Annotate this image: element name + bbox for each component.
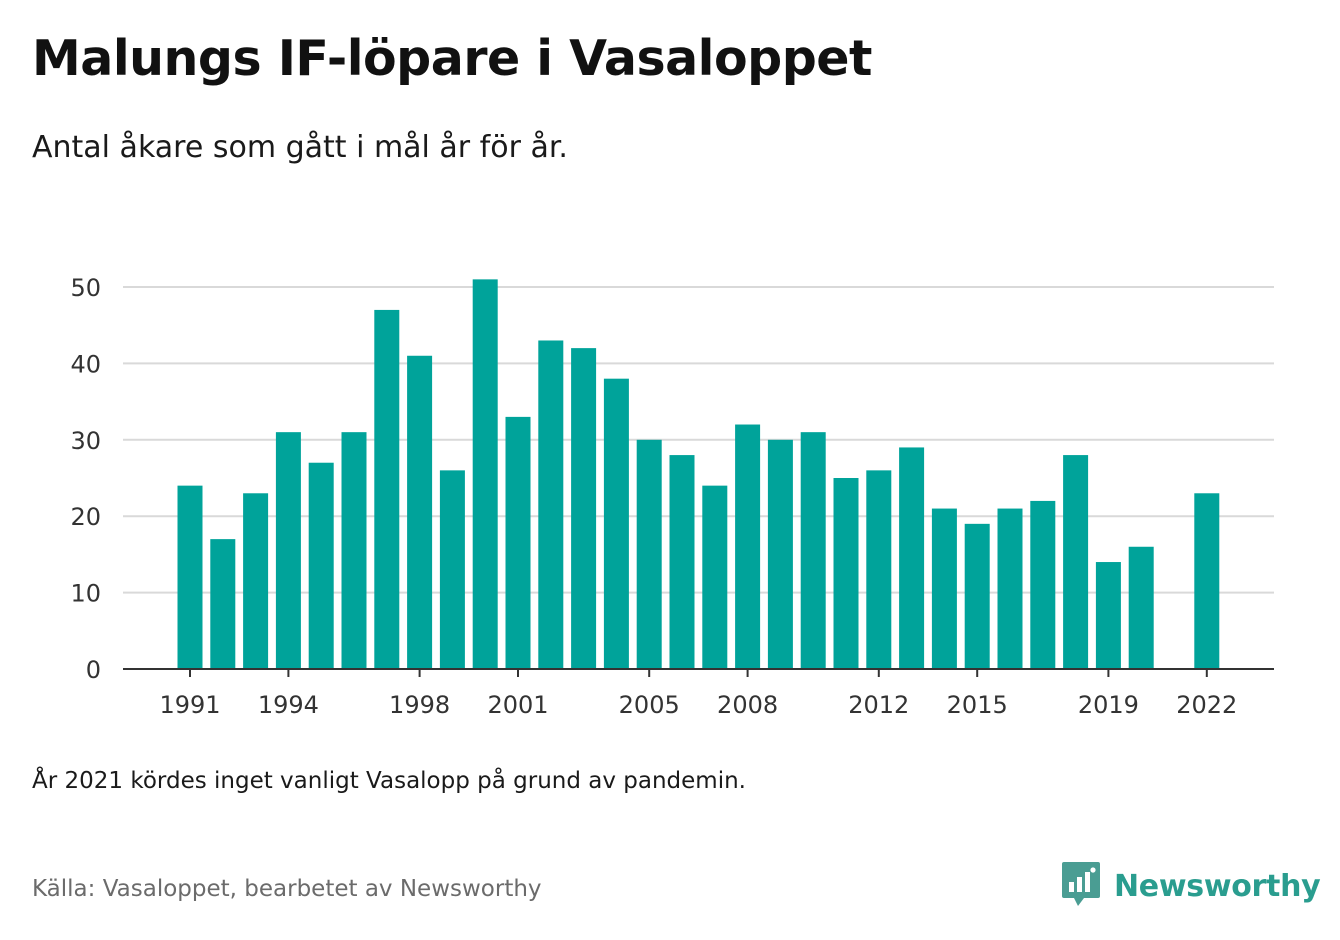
bar-1991 — [177, 485, 203, 669]
bar-2004 — [603, 378, 629, 669]
bar-2007 — [702, 485, 728, 669]
y-tick-label: 50 — [70, 274, 101, 302]
bar-2002 — [538, 340, 564, 669]
y-tick-label: 20 — [70, 503, 101, 531]
bar-2017 — [1030, 500, 1056, 669]
newsworthy-logo-icon — [1060, 860, 1102, 912]
x-tick-label: 2001 — [487, 691, 548, 719]
brand-name: Newsworthy — [1114, 868, 1321, 904]
bar-2016 — [997, 508, 1023, 669]
y-tick-label: 0 — [86, 656, 101, 684]
bar-1996 — [341, 432, 367, 669]
bar-2005 — [636, 439, 662, 669]
footnote: År 2021 kördes inget vanligt Vasalopp på… — [32, 768, 746, 794]
bar-2020 — [1128, 546, 1154, 669]
bar-2018 — [1063, 455, 1089, 669]
bar-2008 — [735, 424, 761, 669]
bars — [177, 279, 1220, 669]
bar-1997 — [374, 309, 400, 669]
bar-1998 — [407, 355, 433, 669]
x-tick-label: 2012 — [848, 691, 909, 719]
source-text: Källa: Vasaloppet, bearbetet av Newswort… — [32, 876, 542, 902]
bar-2006 — [669, 455, 695, 669]
x-tick-label: 2019 — [1078, 691, 1139, 719]
bar-2003 — [571, 348, 597, 669]
x-tick-label: 1994 — [258, 691, 319, 719]
bar-2010 — [800, 432, 826, 669]
bar-2012 — [866, 470, 892, 669]
x-tick-label: 1991 — [159, 691, 220, 719]
bar-2022 — [1194, 493, 1220, 669]
bar-2019 — [1095, 562, 1121, 669]
bar-chart: 0 10 20 30 40 50 1991 1994 1998 2001 2005 2008 2012 2… — [70, 274, 1274, 719]
x-tick-label: 2015 — [947, 691, 1008, 719]
bar-2013 — [899, 447, 925, 669]
brand[interactable]: Newsworthy — [1060, 860, 1321, 912]
bar-1992 — [210, 539, 236, 669]
bar-2011 — [833, 478, 859, 669]
bar-1995 — [308, 462, 334, 669]
chart-subtitle: Antal åkare som gått i mål år för år. — [32, 130, 568, 165]
bar-2009 — [767, 439, 793, 669]
x-tick-label: 2005 — [619, 691, 680, 719]
bar-2014 — [931, 508, 957, 669]
x-tick-label: 1998 — [389, 691, 450, 719]
y-tick-label: 10 — [70, 580, 101, 608]
x-tick-label: 2008 — [717, 691, 778, 719]
bar-2001 — [505, 416, 531, 669]
chart-title: Malungs IF-löpare i Vasaloppet — [32, 30, 872, 87]
x-tick-label: 2022 — [1176, 691, 1237, 719]
bar-2015 — [964, 523, 990, 669]
bar-1993 — [243, 493, 269, 669]
bar-1994 — [275, 432, 301, 669]
axes: 0 10 20 30 40 50 1991 1994 1998 2001 2005 2008 2012 2… — [70, 274, 1274, 719]
y-tick-label: 40 — [70, 350, 101, 378]
bar-2000 — [472, 279, 498, 669]
y-tick-label: 30 — [70, 427, 101, 455]
bar-1999 — [439, 470, 465, 669]
